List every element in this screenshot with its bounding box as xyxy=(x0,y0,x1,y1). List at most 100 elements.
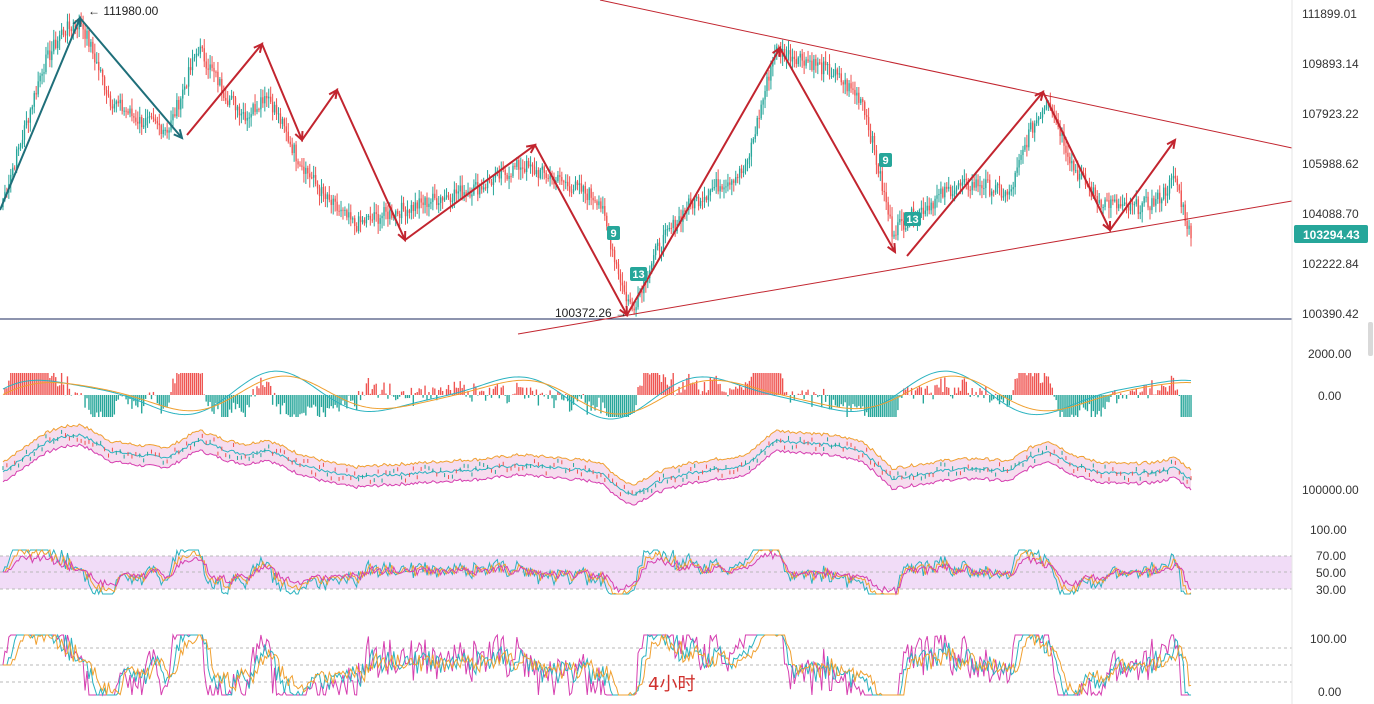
wave-arrowhead xyxy=(294,130,304,143)
macd-bar xyxy=(252,388,254,395)
candle-body xyxy=(178,99,180,110)
scroll-handle[interactable] xyxy=(1368,322,1373,356)
macd-bar xyxy=(1037,373,1040,395)
macd-bar xyxy=(86,395,88,399)
candle-body xyxy=(1112,199,1114,202)
candle-body xyxy=(230,95,233,99)
candle-body xyxy=(285,126,287,132)
candle-body xyxy=(258,109,260,111)
macd-bar xyxy=(439,387,442,395)
candle-body xyxy=(369,215,372,220)
macd-bar xyxy=(570,395,573,411)
macd-bar xyxy=(189,373,192,395)
candle-body xyxy=(600,201,602,209)
macd-bar xyxy=(1139,392,1141,395)
candle-body xyxy=(1006,191,1009,195)
candle-body xyxy=(141,117,143,128)
macd-bar xyxy=(936,384,938,395)
macd-bar xyxy=(217,395,219,410)
candle-body xyxy=(94,53,96,63)
macd-bar xyxy=(903,388,905,395)
candle-body xyxy=(1016,167,1018,173)
macd-bar xyxy=(893,395,895,417)
wave-arrowhead xyxy=(397,230,407,243)
low-arrow: → xyxy=(615,306,627,320)
candle-body xyxy=(735,176,737,183)
candle-body xyxy=(729,182,731,185)
candle-body xyxy=(1161,199,1163,204)
macd-bar xyxy=(652,373,655,395)
candle-body xyxy=(391,210,393,218)
candle-body xyxy=(922,207,925,215)
macd-bar xyxy=(1098,395,1100,411)
macd-bar xyxy=(121,395,123,397)
macd-bar xyxy=(959,390,962,395)
macd-bar xyxy=(438,389,440,395)
wave-arrowhead xyxy=(253,42,264,53)
macd-bar xyxy=(768,373,770,395)
macd-bar xyxy=(592,395,594,406)
macd-bar xyxy=(170,391,172,395)
macd-bar xyxy=(271,395,274,405)
candle-body xyxy=(500,168,502,179)
macd-bar xyxy=(539,393,542,395)
candle-body xyxy=(895,234,897,236)
candle-body xyxy=(465,192,467,195)
macd-bar xyxy=(522,387,524,395)
candle-body xyxy=(266,96,268,99)
candle-body xyxy=(10,174,12,185)
macd-bar xyxy=(273,392,276,395)
macd-bar xyxy=(1057,395,1059,410)
candle-body xyxy=(938,193,940,196)
candle-body xyxy=(1166,193,1169,196)
candle-body xyxy=(604,206,606,216)
macd-bar xyxy=(469,395,471,398)
candle-body xyxy=(148,116,151,118)
macd-bar xyxy=(111,395,114,417)
candle-body xyxy=(377,214,379,224)
macd-bar xyxy=(955,393,958,395)
candle-body xyxy=(203,48,205,62)
macd-bar xyxy=(117,395,119,400)
macd-bar xyxy=(58,385,61,395)
macd-bar xyxy=(676,393,678,395)
candle-body xyxy=(695,196,698,199)
candle-body xyxy=(459,185,461,192)
macd-bar xyxy=(981,390,983,395)
macd-bar xyxy=(778,373,780,395)
macd-bar xyxy=(862,395,864,407)
candle-body xyxy=(58,35,61,41)
macd-bar xyxy=(963,378,966,395)
candle-body xyxy=(817,62,819,66)
macd-bar xyxy=(447,384,450,395)
candle-body xyxy=(1092,187,1095,197)
high-annotation: ← 111980.00 xyxy=(88,4,159,18)
macd-bar xyxy=(502,385,504,395)
candle-body xyxy=(819,62,821,64)
candle-body xyxy=(88,30,90,47)
macd-bar xyxy=(885,395,887,417)
candle-body xyxy=(989,179,991,196)
macd-bar xyxy=(881,395,883,417)
candle-body xyxy=(101,69,104,77)
candle-body xyxy=(27,120,30,123)
macd-bar xyxy=(293,395,295,415)
candle-body xyxy=(834,69,837,76)
candle-body xyxy=(227,100,229,105)
candle-body xyxy=(733,180,735,183)
candle-body xyxy=(1127,206,1130,211)
macd-bar xyxy=(518,387,520,395)
candle-body xyxy=(422,202,424,206)
candle-body xyxy=(1108,200,1110,209)
macd-bar xyxy=(45,373,47,395)
candle-body xyxy=(273,104,276,113)
macd-bar xyxy=(57,386,59,395)
candle-body xyxy=(488,179,491,182)
candle-body xyxy=(856,92,858,96)
macd-bar xyxy=(1045,376,1048,395)
macd-bar xyxy=(1131,390,1134,395)
candle-body xyxy=(193,57,196,59)
macd-bar xyxy=(916,388,919,395)
macd-bar xyxy=(770,373,772,395)
candle-body xyxy=(651,263,653,271)
